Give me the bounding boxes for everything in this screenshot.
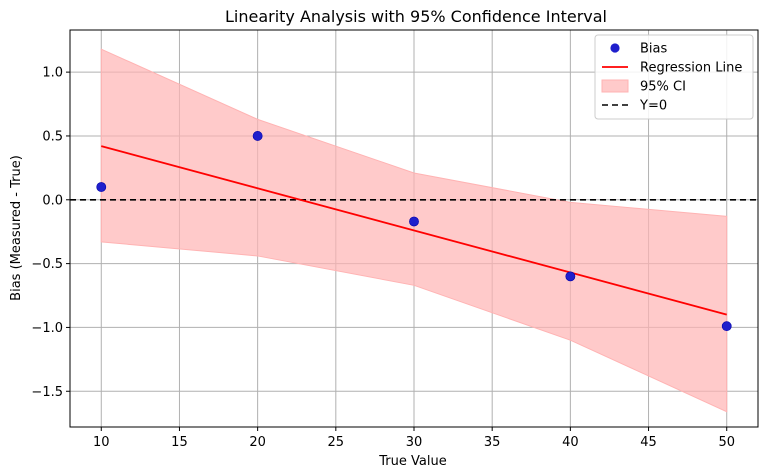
- x-tick-label: 35: [484, 435, 501, 450]
- plot-area: [70, 48, 758, 413]
- axis-ticks: 10 15 20 25 30 35 40 45 50 −1.5 −1.0 −0.5 0.0 0.5 1.0: [31, 66, 735, 450]
- y-tick-label: 1.0: [42, 66, 63, 81]
- y-axis-label: Bias (Measured - True): [9, 155, 24, 301]
- bias-point: [721, 321, 732, 332]
- x-tick-label: 15: [171, 435, 188, 450]
- legend-label: Y=0: [639, 99, 667, 114]
- x-tick-label: 30: [406, 435, 423, 450]
- y-tick-label: 0.0: [42, 193, 63, 208]
- legend-label: Regression Line: [640, 61, 742, 76]
- y-tick-label: −1.5: [31, 385, 63, 400]
- chart-title: Linearity Analysis with 95% Confidence I…: [225, 7, 607, 26]
- regression-line: [101, 145, 727, 316]
- legend: Bias Regression Line 95% CI Y=0: [594, 34, 754, 120]
- y-tick-label: −0.5: [31, 257, 63, 272]
- x-tick-label: 45: [640, 435, 657, 450]
- legend-box: [594, 34, 754, 120]
- bias-point: [409, 216, 419, 227]
- x-tick-label: 20: [249, 435, 266, 450]
- legend-label: 95% CI: [640, 80, 686, 95]
- bias-point: [252, 131, 263, 141]
- legend-label: Bias: [640, 42, 667, 57]
- bias-point: [565, 271, 576, 282]
- x-tick-label: 50: [718, 435, 735, 450]
- y-tick-label: −1.0: [31, 321, 63, 336]
- x-tick-label: 10: [93, 435, 110, 450]
- legend-marker-bias: [610, 43, 620, 53]
- bias-point: [96, 182, 107, 192]
- x-tick-label: 25: [328, 435, 345, 450]
- x-axis-label: True Value: [378, 454, 446, 469]
- legend-marker-ci: [601, 79, 629, 93]
- x-tick-label: 40: [562, 435, 579, 450]
- y-tick-label: 0.5: [42, 129, 63, 144]
